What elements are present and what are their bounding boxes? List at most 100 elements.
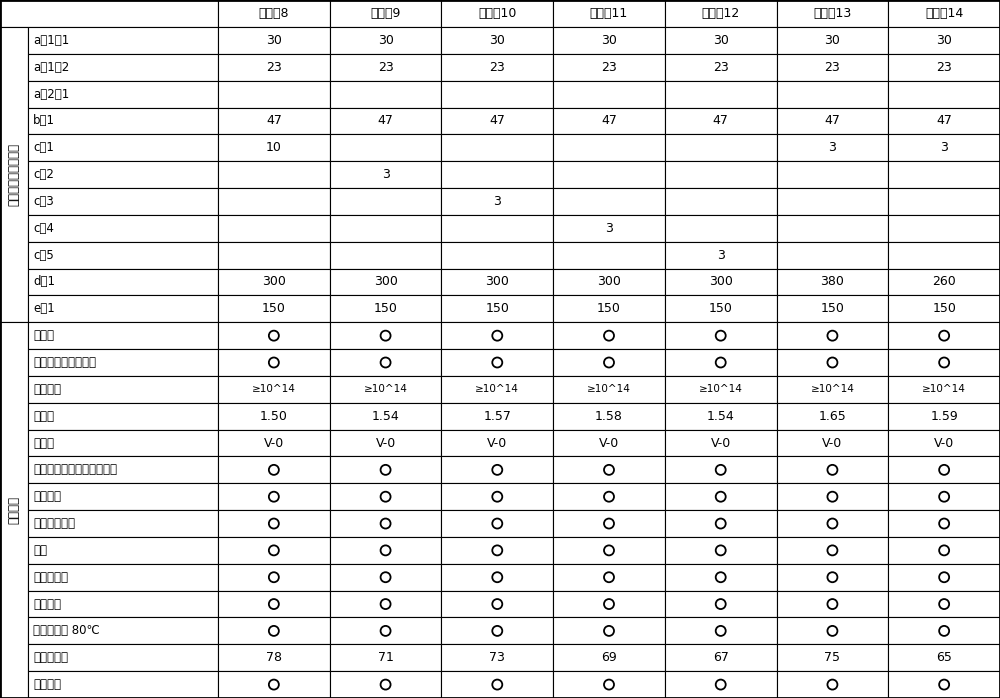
Text: ≥10^14: ≥10^14	[699, 385, 743, 394]
Text: 23: 23	[378, 61, 393, 74]
Bar	[777, 403, 888, 429]
Text: 300: 300	[597, 276, 621, 288]
Text: 1.58: 1.58	[595, 410, 623, 423]
Bar	[218, 27, 330, 54]
Bar	[28, 242, 218, 269]
Bar	[441, 403, 553, 429]
Text: 30: 30	[601, 34, 617, 47]
Bar	[888, 54, 1000, 81]
Text: 实施例8: 实施例8	[259, 7, 289, 20]
Bar	[553, 81, 665, 107]
Text: 150: 150	[485, 302, 509, 315]
Bar	[28, 429, 218, 456]
Text: 300: 300	[485, 276, 509, 288]
Text: 23: 23	[266, 61, 282, 74]
Bar	[28, 456, 218, 483]
Text: 71: 71	[378, 651, 394, 664]
Text: 67: 67	[713, 651, 729, 664]
Text: c－3: c－3	[33, 195, 54, 208]
Bar	[441, 0, 553, 27]
Bar	[665, 269, 777, 295]
Bar	[28, 161, 218, 188]
Bar	[665, 671, 777, 698]
Bar	[777, 188, 888, 215]
Bar	[888, 81, 1000, 107]
Bar	[218, 349, 330, 376]
Bar	[888, 644, 1000, 671]
Bar	[553, 483, 665, 510]
Text: e－1: e－1	[33, 302, 55, 315]
Bar	[888, 242, 1000, 269]
Text: 47: 47	[378, 114, 394, 128]
Bar	[330, 456, 441, 483]
Bar	[441, 215, 553, 242]
Bar	[553, 510, 665, 537]
Bar	[777, 618, 888, 644]
Bar	[553, 161, 665, 188]
Text: c－2: c－2	[33, 168, 54, 181]
Bar	[330, 429, 441, 456]
Bar	[330, 27, 441, 54]
Text: 成型品的外观: 成型品的外观	[33, 517, 75, 530]
Text: 47: 47	[824, 114, 840, 128]
Bar	[441, 537, 553, 564]
Bar	[441, 564, 553, 591]
Bar	[28, 295, 218, 322]
Bar	[28, 107, 218, 134]
Text: 配合组成（质量份）: 配合组成（质量份）	[7, 143, 20, 206]
Bar	[553, 107, 665, 134]
Bar	[28, 564, 218, 591]
Bar	[665, 510, 777, 537]
Bar	[888, 322, 1000, 349]
Bar	[218, 134, 330, 161]
Bar	[218, 188, 330, 215]
Bar	[665, 54, 777, 81]
Bar	[330, 242, 441, 269]
Bar	[888, 349, 1000, 376]
Bar	[441, 376, 553, 403]
Bar	[777, 215, 888, 242]
Text: ≥10^14: ≥10^14	[922, 385, 966, 394]
Text: 65: 65	[936, 651, 952, 664]
Text: 30: 30	[713, 34, 729, 47]
Text: 30: 30	[489, 34, 505, 47]
Bar	[330, 215, 441, 242]
Bar	[888, 403, 1000, 429]
Bar	[28, 215, 218, 242]
Bar	[441, 27, 553, 54]
Text: 耗电解液性 80℃: 耗电解液性 80℃	[33, 625, 100, 637]
Bar	[441, 618, 553, 644]
Bar	[553, 591, 665, 618]
Bar	[218, 295, 330, 322]
Text: 导热性: 导热性	[33, 410, 54, 423]
Bar	[330, 671, 441, 698]
Bar	[777, 242, 888, 269]
Bar	[777, 376, 888, 403]
Bar	[665, 376, 777, 403]
Text: 47: 47	[601, 114, 617, 128]
Bar	[777, 322, 888, 349]
Text: 75: 75	[824, 651, 840, 664]
Text: ≥10^14: ≥10^14	[587, 385, 631, 394]
Bar	[553, 27, 665, 54]
Bar	[218, 456, 330, 483]
Text: 实施例12: 实施例12	[702, 7, 740, 20]
Bar	[330, 107, 441, 134]
Text: 23: 23	[601, 61, 617, 74]
Text: 实施例13: 实施例13	[813, 7, 852, 20]
Text: V-0: V-0	[711, 436, 731, 450]
Bar	[28, 671, 218, 698]
Bar	[665, 0, 777, 27]
Bar	[777, 456, 888, 483]
Bar	[330, 134, 441, 161]
Bar	[888, 483, 1000, 510]
Text: 260: 260	[932, 276, 956, 288]
Text: 300: 300	[374, 276, 398, 288]
Bar	[218, 269, 330, 295]
Text: 150: 150	[597, 302, 621, 315]
Bar	[441, 134, 553, 161]
Bar	[28, 81, 218, 107]
Bar	[777, 671, 888, 698]
Bar	[888, 510, 1000, 537]
Text: 实施例11: 实施例11	[590, 7, 628, 20]
